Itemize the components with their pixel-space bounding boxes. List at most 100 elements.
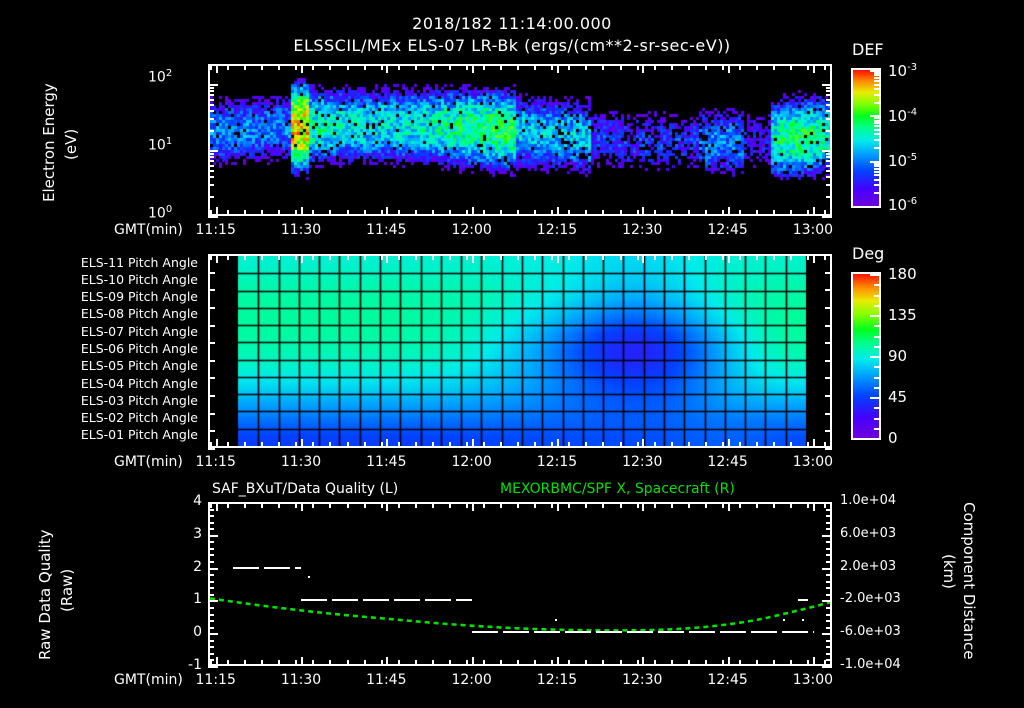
deg-colorbar-label-0: 0 bbox=[888, 429, 898, 447]
pitch-angle-row-label-els-07: ELS-07 Pitch Angle bbox=[80, 323, 198, 339]
xtick-label-11-45: 11:45 bbox=[366, 672, 407, 688]
bottom-ytick-right-5: -1.0e+04 bbox=[840, 657, 901, 672]
bottom-ytick-left-neg1: -1 bbox=[188, 657, 202, 673]
bottom-ytick-right-4: -6.0e+03 bbox=[840, 624, 901, 640]
bottom-ytick-left-0: 0 bbox=[193, 624, 202, 641]
pitch-angle-xtick-labels: 11:15 11:30 11:45 12:00 12:15 12:30 12:45 13:00 bbox=[0, 454, 1024, 474]
data-quality-step-segment bbox=[750, 631, 777, 633]
pitch-angle-row-labels: ELS-11 Pitch Angle ELS-10 Pitch Angle ELS-… bbox=[0, 254, 202, 448]
bottom-ytick-right-0: 1.0e+04 bbox=[840, 493, 897, 508]
deg-colorbar-title: Deg bbox=[852, 244, 885, 263]
page-title-instrument: ELSSCIL/MEx ELS-07 LR-Bk (ergs/(cm**2-sr… bbox=[293, 36, 731, 55]
data-quality-step-segment bbox=[781, 631, 808, 633]
data-quality-step-segment bbox=[719, 631, 746, 633]
spectrogram-ytick-10: 101 bbox=[148, 136, 172, 154]
deg-colorbar-label-90: 90 bbox=[888, 347, 908, 365]
xtick-label-11-30: 11:30 bbox=[280, 672, 322, 688]
xtick-label-13-00: 13:00 bbox=[792, 454, 834, 470]
data-quality-dot bbox=[308, 575, 310, 578]
bottom-panel bbox=[208, 502, 832, 666]
pitch-angle-row-label-els-06: ELS-06 Pitch Angle bbox=[80, 341, 198, 356]
xtick-label-12-45: 12:45 bbox=[707, 222, 748, 238]
cbar-exponent: -5 bbox=[907, 152, 918, 163]
bottom-ytick-left-1: 1 bbox=[193, 591, 202, 608]
ytick-mantissa: 10 bbox=[148, 69, 166, 86]
def-colorbar-label-5: 10-5 bbox=[888, 152, 917, 170]
ytick-exponent: 2 bbox=[165, 68, 173, 79]
data-quality-step-segment bbox=[657, 631, 684, 633]
cbar-exponent: -3 bbox=[907, 62, 918, 73]
data-quality-step-segment bbox=[502, 631, 529, 633]
xtick-label-12-00: 12:00 bbox=[451, 672, 492, 688]
xtick-label-13-00: 13:00 bbox=[792, 672, 834, 688]
cbar-exponent: -6 bbox=[907, 196, 918, 207]
xtick-label-12-30: 12:30 bbox=[622, 222, 663, 238]
cbar-mantissa: 10 bbox=[888, 62, 908, 80]
data-quality-step-segment bbox=[533, 631, 560, 633]
bottom-ytick-left-4: 4 bbox=[193, 493, 202, 509]
xtick-label-11-15: 11:15 bbox=[195, 454, 236, 470]
bottom-panel-xlabel: GMT(min) bbox=[114, 672, 183, 688]
pitch-angle-row-label-els-05: ELS-05 Pitch Angle bbox=[80, 358, 198, 374]
cbar-exponent: -4 bbox=[907, 107, 918, 118]
pitch-angle-row-label-els-10: ELS-10 Pitch Angle bbox=[80, 271, 198, 287]
bottom-ytick-right-1: 6.0e+03 bbox=[840, 525, 897, 541]
pitch-angle-row-label-els-04: ELS-04 Pitch Angle bbox=[80, 375, 198, 391]
data-quality-step-segment bbox=[688, 631, 715, 633]
pitch-angle-image bbox=[210, 256, 830, 446]
spacecraft-distance-path bbox=[210, 597, 830, 632]
data-quality-step-trace bbox=[210, 504, 830, 664]
ytick-exponent: 0 bbox=[165, 204, 173, 215]
xtick-label-11-15: 11:15 bbox=[195, 222, 236, 238]
def-colorbar-title: DEF bbox=[852, 40, 884, 59]
data-quality-dot bbox=[555, 618, 557, 621]
deg-colorbar-label-45: 45 bbox=[888, 388, 908, 406]
deg-colorbar-label-180: 180 bbox=[888, 265, 917, 283]
data-quality-dot bbox=[802, 618, 804, 621]
pitch-angle-row-label-els-09: ELS-09 Pitch Angle bbox=[80, 289, 198, 305]
bottom-ytick-left-3: 3 bbox=[193, 525, 202, 542]
xtick-label-13-00: 13:00 bbox=[792, 222, 834, 238]
bottom-panel-xtick-labels: 11:15 11:30 11:45 12:00 12:15 12:30 12:45 13:00 bbox=[0, 672, 1024, 692]
pitch-angle-row-label-els-08: ELS-08 Pitch Angle bbox=[80, 306, 198, 322]
data-quality-step-segment bbox=[456, 599, 472, 601]
spectrogram-ytick-100: 102 bbox=[148, 68, 172, 86]
xtick-label-12-15: 12:15 bbox=[536, 454, 578, 470]
xtick-label-12-45: 12:45 bbox=[707, 454, 748, 470]
deg-colorbar-label-135: 135 bbox=[888, 306, 917, 324]
data-quality-step-segment bbox=[294, 567, 301, 569]
ytick-exponent: 1 bbox=[165, 136, 173, 147]
pitch-angle-xlabel: GMT(min) bbox=[114, 454, 183, 470]
xtick-label-12-45: 12:45 bbox=[707, 672, 748, 688]
page-title-date: 2018/182 11:14:00.000 bbox=[412, 14, 612, 33]
xtick-label-11-15: 11:15 bbox=[195, 672, 236, 688]
data-quality-step-segment bbox=[301, 599, 327, 601]
spectrogram-ytick-1: 100 bbox=[148, 204, 172, 222]
xtick-label-12-30: 12:30 bbox=[622, 454, 663, 470]
spectrogram-panel bbox=[208, 64, 832, 216]
pitch-angle-panel bbox=[208, 254, 832, 448]
pitch-angle-row-label-els-02: ELS-02 Pitch Angle bbox=[80, 410, 198, 426]
xtick-label-11-30: 11:30 bbox=[280, 454, 322, 470]
pitch-angle-row-label-els-11: ELS-11 Pitch Angle bbox=[80, 254, 198, 270]
data-quality-step-segment bbox=[798, 599, 808, 601]
xtick-label-12-00: 12:00 bbox=[451, 454, 492, 470]
spectrogram-image bbox=[210, 66, 830, 214]
bottom-panel-plot-area bbox=[210, 504, 830, 664]
data-quality-dot bbox=[783, 618, 785, 621]
xtick-label-11-30: 11:30 bbox=[280, 222, 322, 238]
spacecraft-distance-curve bbox=[210, 597, 830, 632]
data-quality-step-segment bbox=[363, 599, 389, 601]
bottom-ytick-right-2: 2.0e+03 bbox=[840, 558, 897, 574]
xtick-label-12-15: 12:15 bbox=[536, 222, 578, 238]
xtick-label-12-15: 12:15 bbox=[536, 672, 578, 688]
def-colorbar-label-6: 10-6 bbox=[888, 196, 917, 214]
spectrogram-xlabel: GMT(min) bbox=[114, 222, 183, 238]
spectrogram-xtick-labels: 11:15 11:30 11:45 12:00 12:15 12:30 12:45 13:00 bbox=[0, 222, 1024, 242]
def-colorbar-label-3: 10-3 bbox=[888, 62, 917, 80]
ytick-mantissa: 10 bbox=[148, 137, 166, 154]
def-colorbar bbox=[851, 68, 881, 208]
pitch-angle-row-label-els-01: ELS-01 Pitch Angle bbox=[80, 427, 198, 443]
